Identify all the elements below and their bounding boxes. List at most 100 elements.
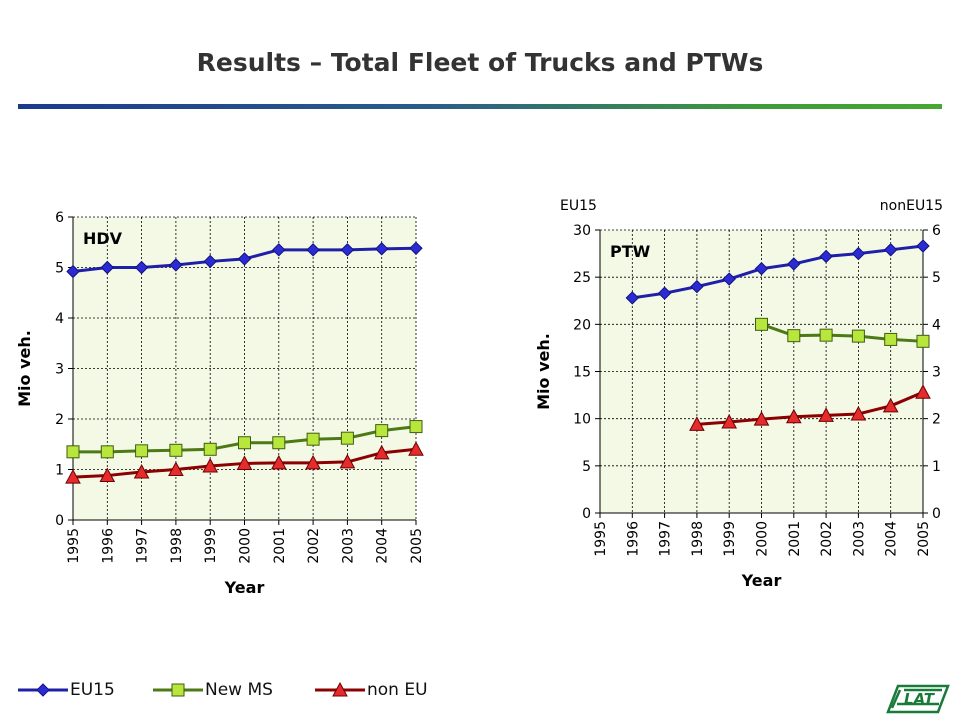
- x-tick-label: 1997: [135, 528, 151, 564]
- x-tick-label: 2000: [755, 521, 771, 557]
- left-axis-caption: EU15: [560, 198, 597, 214]
- x-tick-label: 1999: [722, 521, 738, 557]
- chart-legend: EU15 New MS non EU: [0, 676, 480, 704]
- y-tick-label: 5: [582, 459, 591, 475]
- legend-item-eu15: EU15: [18, 676, 148, 704]
- y2-tick-label: 4: [932, 317, 941, 333]
- legend-marker-triangle-icon: [315, 681, 365, 697]
- data-point: [657, 286, 672, 300]
- data-point: [65, 469, 81, 484]
- data-point: [754, 261, 769, 276]
- data-point: [100, 445, 114, 459]
- y2-tick-label: 2: [932, 412, 941, 428]
- y2-tick-label: 5: [932, 270, 941, 286]
- series-eu15: [66, 241, 423, 279]
- y-tick-label: 10: [573, 412, 591, 428]
- x-tick-label: 2002: [306, 528, 322, 564]
- data-point: [135, 444, 149, 458]
- data-point: [238, 436, 251, 450]
- data-point: [66, 264, 80, 279]
- x-axis-title: Year: [741, 571, 782, 590]
- x-axis-title: Year: [224, 578, 265, 597]
- data-point: [133, 463, 150, 479]
- y-tick-label: 5: [55, 261, 64, 277]
- lat-logo: LAT: [886, 684, 950, 714]
- x-tick-label: 2002: [819, 521, 835, 557]
- data-point: [721, 413, 738, 429]
- x-tick-label: 1996: [100, 528, 116, 564]
- data-point: [818, 407, 834, 422]
- data-point: [785, 408, 802, 424]
- series-new-ms: [755, 317, 930, 348]
- data-point: [169, 443, 183, 457]
- title-divider-bar: [18, 104, 942, 109]
- data-point: [236, 455, 253, 470]
- series-eu15: [625, 239, 930, 305]
- x-tick-label: 1998: [690, 521, 706, 557]
- data-point: [753, 411, 770, 426]
- data-point: [787, 329, 801, 343]
- data-point: [409, 241, 423, 256]
- data-point: [66, 445, 80, 459]
- x-tick-label: 2005: [409, 528, 425, 564]
- series-line: [632, 244, 924, 300]
- data-point: [99, 467, 116, 483]
- data-point: [306, 432, 320, 446]
- y-tick-label: 0: [55, 513, 64, 529]
- data-point: [409, 420, 423, 434]
- x-tick-label: 2004: [884, 521, 900, 557]
- y-tick-label: 0: [582, 506, 591, 522]
- x-tick-label: 2003: [340, 528, 356, 564]
- legend-label-eu15: EU15: [70, 680, 115, 700]
- x-tick-label: 2001: [272, 528, 288, 564]
- x-tick-label: 1996: [625, 521, 641, 557]
- y-tick-label: 1: [55, 463, 64, 479]
- data-point: [169, 258, 183, 272]
- y-tick-label: 3: [55, 362, 64, 378]
- series-new-ms: [66, 420, 423, 459]
- x-tick-label: 2004: [375, 528, 391, 564]
- data-point: [272, 436, 286, 450]
- legend-item-new-ms: New MS: [153, 676, 303, 704]
- y2-tick-label: 0: [932, 506, 941, 522]
- data-point: [305, 454, 321, 470]
- data-point: [340, 243, 355, 257]
- data-point: [690, 279, 704, 294]
- x-tick-label: 2005: [916, 521, 932, 557]
- data-point: [203, 254, 217, 269]
- x-tick-label: 1997: [658, 521, 674, 557]
- series-non-eu: [65, 441, 424, 484]
- series-line: [696, 390, 924, 426]
- slide-title: Results – Total Fleet of Trucks and PTWs: [196, 48, 764, 77]
- y-tick-label: 30: [573, 223, 591, 239]
- panel-label: PTW: [610, 242, 651, 261]
- x-tick-label: 1998: [169, 528, 185, 564]
- x-tick-label: 2001: [787, 521, 803, 557]
- data-point: [408, 441, 424, 456]
- data-point: [270, 454, 287, 470]
- data-point: [916, 334, 930, 348]
- data-point: [339, 453, 356, 469]
- x-tick-label: 1999: [203, 528, 219, 564]
- legend-label-non-eu: non EU: [367, 680, 428, 700]
- data-point: [722, 272, 736, 286]
- y-tick-label: 25: [573, 270, 591, 286]
- data-point: [819, 249, 833, 264]
- legend-label-new-ms: New MS: [205, 680, 273, 700]
- y2-tick-label: 3: [932, 365, 941, 381]
- y-tick-label: 20: [573, 317, 591, 333]
- data-point: [755, 317, 768, 331]
- y-axis-title: Mio veh.: [534, 333, 553, 410]
- y2-tick-label: 1: [932, 459, 941, 475]
- x-tick-label: 1995: [593, 521, 609, 557]
- x-tick-label: 2003: [851, 521, 867, 557]
- data-point: [375, 424, 389, 438]
- data-point: [884, 332, 898, 346]
- data-point: [882, 397, 899, 413]
- data-point: [787, 257, 801, 271]
- y-tick-label: 6: [55, 210, 64, 226]
- right-axis-caption: nonEU15: [880, 198, 943, 214]
- legend-item-non-eu: non EU: [315, 676, 465, 704]
